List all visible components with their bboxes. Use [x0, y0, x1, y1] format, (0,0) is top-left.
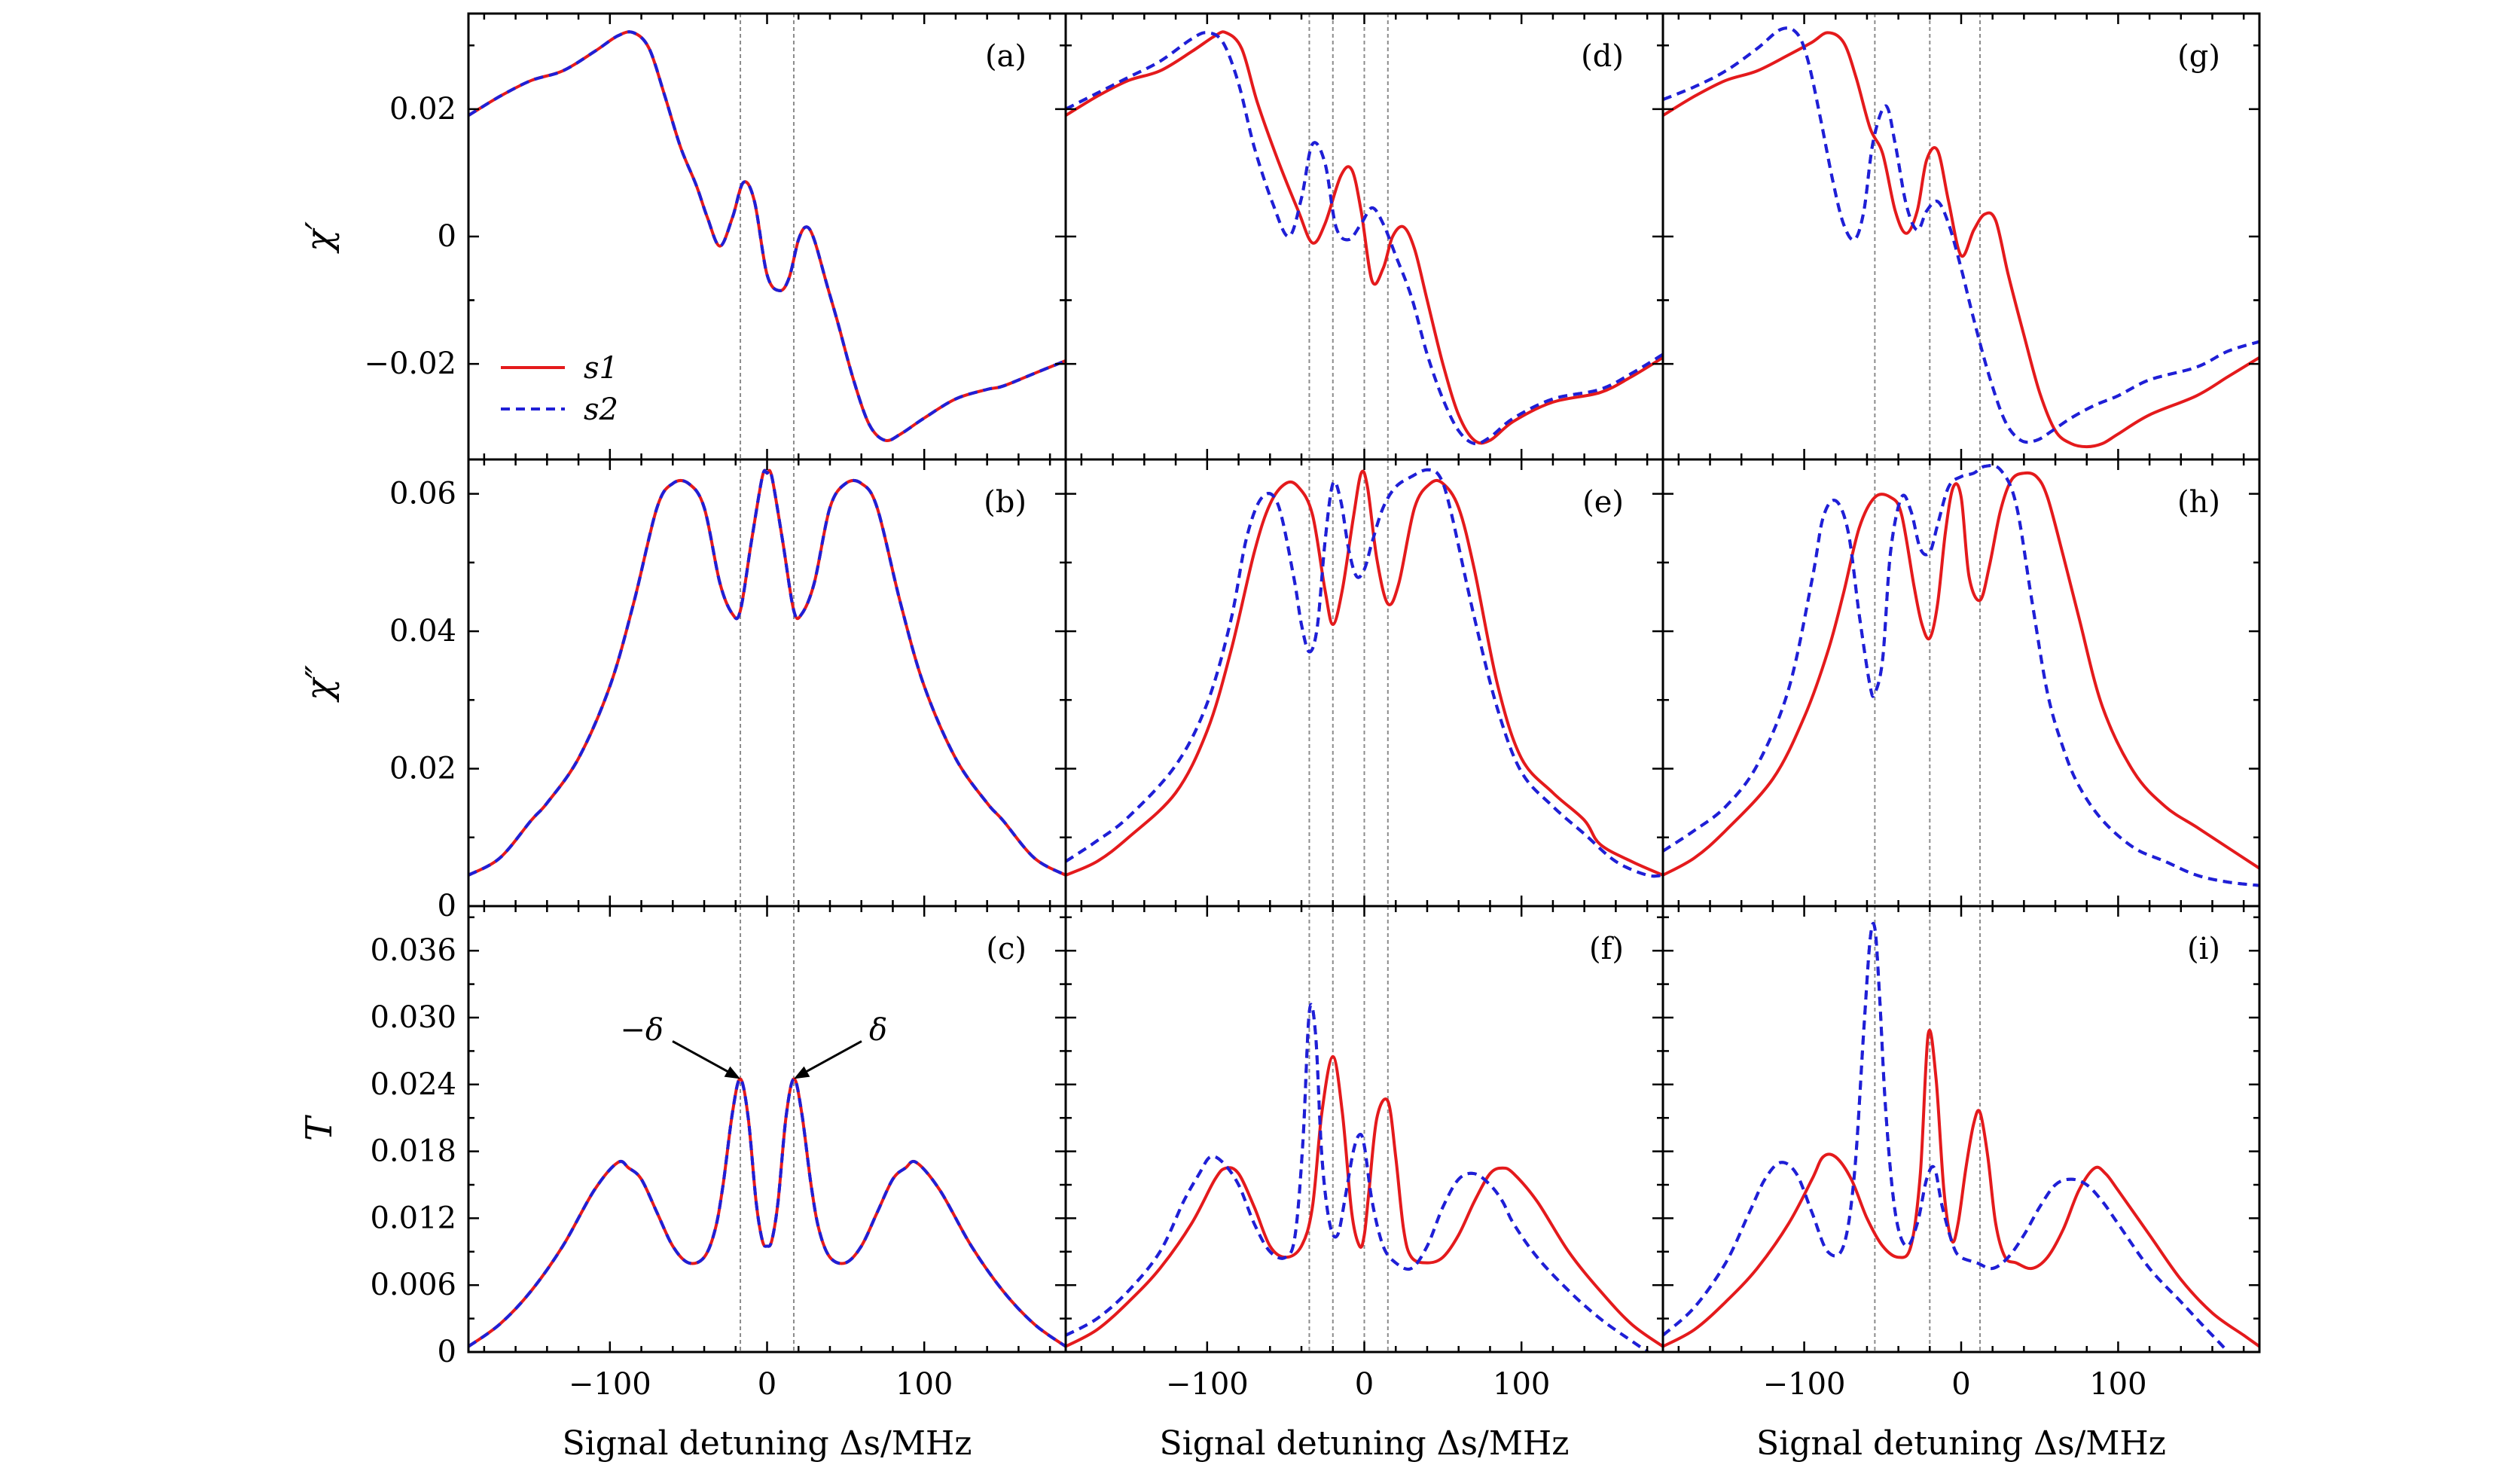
plot-layer: −0.02 0 0.02 χ′ (a) (d) (g) 0 0.02 0.04 0.06 χ″ (b) (…: [298, 12, 2261, 1463]
series-s2-overlay-i: [1663, 922, 2232, 1352]
series-s2-overlay-b: [468, 468, 1066, 877]
panel-i: −100 0 100 Signal detuning Δs/MHz (i): [1661, 905, 2261, 1463]
xtick-label-c: 0: [758, 1367, 776, 1402]
annotation-arrow-line: [799, 1040, 862, 1076]
xtick-label-i: 0: [1951, 1367, 1970, 1402]
curves-f: [1066, 1003, 1663, 1352]
ytick-label-c: 0: [438, 1335, 456, 1369]
ytick-label-b: 0: [438, 889, 456, 923]
series-s2-overlay-e: [1066, 468, 1663, 878]
ytick-label-b: 0.04: [389, 614, 456, 649]
ytick-label-b: 0.02: [389, 752, 456, 786]
ytick-label-a: 0: [438, 219, 456, 254]
curves-e: [1066, 468, 1663, 878]
y-axis-title-a: χ′: [298, 221, 340, 254]
x-axis-title-f: Signal detuning Δs/MHz: [1160, 1424, 1570, 1463]
curves-a: [468, 30, 1066, 443]
legend-label-s1: s1: [584, 351, 618, 386]
ytick-label-c: 0.036: [370, 933, 456, 968]
panel-label-g: (g): [2177, 39, 2220, 74]
legend: s1 s2: [501, 351, 618, 427]
ytick-label-a: 0.02: [389, 92, 456, 127]
series-s2-overlay-f: [1066, 1003, 1652, 1352]
xtick-label-c: −100: [569, 1367, 651, 1402]
xtick-label-i: −100: [1763, 1367, 1846, 1402]
xtick-label-c: 100: [895, 1367, 953, 1402]
ytick-label-a: −0.02: [364, 346, 456, 381]
ytick-label-c: 0.030: [370, 1000, 456, 1035]
annotation-c-1: δ: [793, 1012, 887, 1079]
panel-label-b: (b): [984, 485, 1027, 520]
legend-label-s2: s2: [584, 392, 618, 427]
series-s1-g: [1663, 31, 2259, 449]
ytick-label-c: 0.018: [370, 1134, 456, 1169]
ytick-label-c: 0.012: [370, 1201, 456, 1235]
x-axis-title-i: Signal detuning Δs/MHz: [1756, 1424, 2166, 1463]
annotation-text: −δ: [620, 1012, 664, 1047]
series-s1-i: [1663, 1028, 2259, 1348]
ytick-label-b: 0.06: [389, 477, 456, 511]
y-axis-title-b: χ″: [298, 665, 340, 703]
curves-h: [1663, 463, 2259, 887]
xtick-label-f: 100: [1493, 1367, 1550, 1402]
series-s2-overlay-c: [468, 1077, 1066, 1348]
annotation-c-0: −δ: [620, 1012, 741, 1079]
annotation-arrow-line: [672, 1040, 735, 1076]
curves-c: [468, 1077, 1066, 1348]
series-s2-overlay-a: [468, 30, 1066, 443]
x-axis-title-c: Signal detuning Δs/MHz: [563, 1424, 972, 1463]
panel-d: (d): [1064, 12, 1664, 461]
ytick-label-c: 0.006: [370, 1268, 456, 1302]
curves-b: [468, 468, 1066, 877]
panel-label-f: (f): [1589, 932, 1624, 966]
panel-label-h: (h): [2177, 485, 2220, 520]
series-s2-overlay-g: [1663, 26, 2259, 444]
series-s1-h: [1663, 471, 2259, 877]
panel-label-e: (e): [1582, 485, 1624, 520]
y-axis-title-c: T: [298, 1115, 340, 1141]
panel-label-c: (c): [986, 932, 1027, 966]
xtick-label-f: 0: [1355, 1367, 1374, 1402]
panel-label-a: (a): [985, 39, 1027, 74]
panel-c: 0 0.006 0.012 0.018 0.024 0.030 0.036 −100 0 100 S…: [298, 905, 1067, 1463]
annotation-text: δ: [869, 1012, 887, 1047]
series-s1-e: [1066, 469, 1663, 877]
curves-i: [1663, 922, 2259, 1352]
ytick-label-c: 0.024: [370, 1067, 456, 1102]
curves-g: [1663, 26, 2259, 449]
xtick-label-f: −100: [1166, 1367, 1249, 1402]
annotation-arrow-head: [793, 1066, 810, 1079]
xtick-label-i: 100: [2089, 1367, 2146, 1402]
panel-a: −0.02 0 0.02 χ′ (a): [298, 12, 1067, 461]
series-s2-overlay-h: [1663, 463, 2259, 887]
curves-d: [1066, 30, 1663, 446]
panel-b: 0 0.02 0.04 0.06 χ″ (b): [298, 458, 1067, 923]
panel-label-d: (d): [1581, 39, 1624, 74]
annotation-arrow-head: [724, 1066, 741, 1079]
series-s2-overlay-d: [1066, 31, 1663, 446]
panel-label-i: (i): [2187, 932, 2220, 966]
